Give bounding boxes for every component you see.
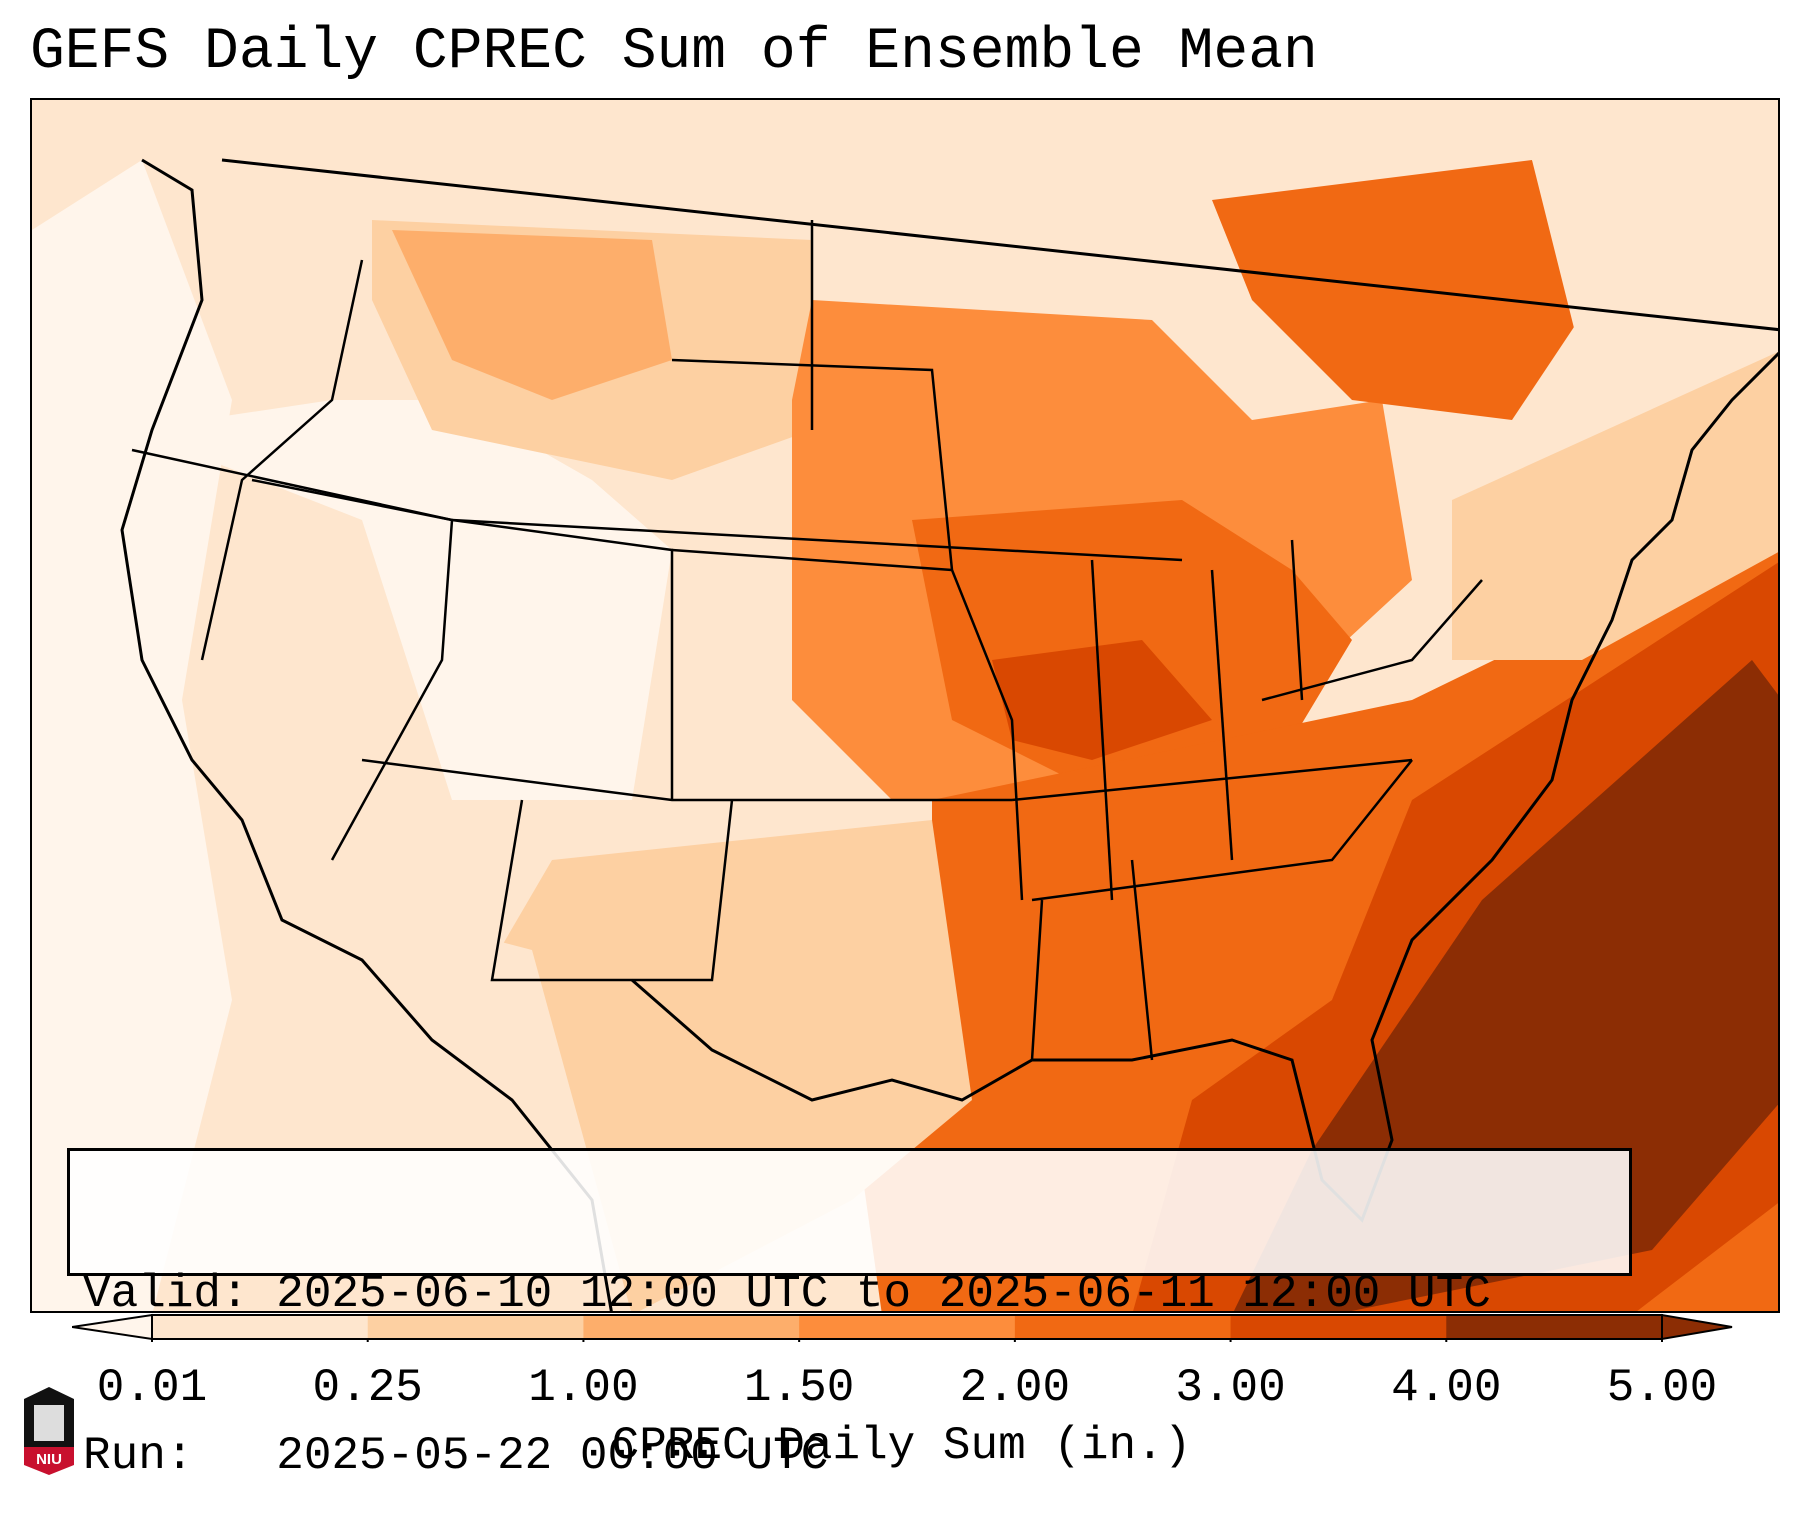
colorbar-segment: [583, 1315, 800, 1339]
precip-map: [32, 100, 1778, 1311]
colorbar-ticks: [151, 1314, 1663, 1342]
colorbar-tick-label: 0.25: [312, 1362, 423, 1414]
logo-text: NIU: [36, 1451, 62, 1468]
colorbar-segment: [152, 1315, 369, 1339]
colorbar-outline: [151, 1314, 1663, 1340]
chart-title: GEFS Daily CPREC Sum of Ensemble Mean: [30, 20, 1318, 85]
colorbar-segment: [1446, 1315, 1663, 1339]
colorbar-segments: [152, 1315, 1663, 1339]
colorbar-tick-label: 4.00: [1391, 1362, 1502, 1414]
run-time-text: Run: 2025-05-22 00:00 UTC: [83, 1430, 829, 1482]
colorbar-tick-label: 5.00: [1606, 1362, 1718, 1414]
colorbar-tick-label: 2.00: [959, 1362, 1071, 1414]
colorbar-segment: [799, 1315, 1016, 1339]
coastlines: [120, 158, 1778, 1311]
colorbar-max-extend: [1661, 1313, 1733, 1341]
colorbar-segment: [367, 1315, 584, 1339]
map-panel: [30, 98, 1780, 1313]
colorbar-label: CPREC Daily Sum (in.): [611, 1420, 1192, 1472]
colorbar-segment: [1014, 1315, 1232, 1339]
valid-time-text: Valid: 2025-06-10 12:00 UTC to 2025-06-1…: [83, 1268, 1491, 1320]
colorbar-segment: [1230, 1315, 1447, 1339]
colorbar-tick-label: 3.00: [1175, 1362, 1286, 1414]
state-borders: [131, 220, 1483, 1061]
colorbar-tick-label: 1.00: [528, 1362, 639, 1414]
colorbar-min-extend: [72, 1313, 153, 1341]
colorbar-tick-label: 0.01: [96, 1362, 208, 1414]
precip-shading: [32, 100, 1778, 1311]
niu-logo: NIU: [24, 1387, 74, 1475]
colorbar: [72, 1313, 1733, 1342]
valid-run-info-box: Valid: 2025-06-10 12:00 UTC to 2025-06-1…: [67, 1148, 1632, 1482]
colorbar-tick-label: 1.50: [743, 1362, 855, 1414]
